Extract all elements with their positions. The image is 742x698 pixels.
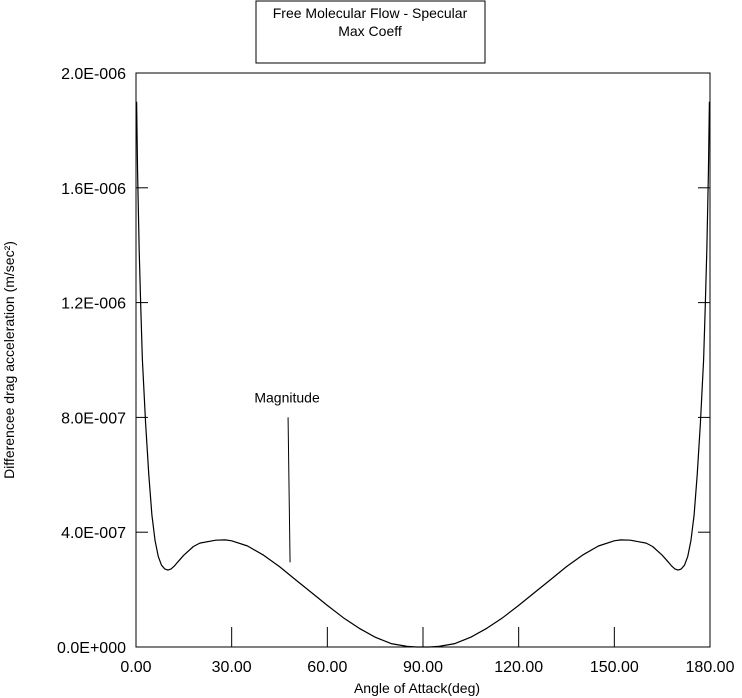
chart-title-box: Free Molecular Flow - Specular Max Coeff [255, 0, 486, 64]
annotation-layer: Magnitude [254, 389, 320, 563]
y-tick-label: 8.0E-007 [61, 410, 126, 427]
annotation-leader [287, 417, 291, 563]
chart-title: Free Molecular Flow - Specular [273, 5, 468, 21]
y-tick-label: 2.0E-006 [61, 66, 126, 83]
x-tick-label: 150.00 [590, 659, 639, 676]
y-tick-label: 0.0E+000 [57, 640, 126, 657]
x-tick-label: 90.00 [403, 659, 443, 676]
plot-area [135, 72, 711, 648]
chart-subtitle: Max Coeff [338, 23, 402, 39]
y-tick-label: 1.2E-006 [61, 296, 126, 313]
x-axis-title: Angle of Attack(deg) [354, 680, 480, 696]
x-tick-label: 0.00 [120, 659, 151, 676]
y-tick-label: 1.6E-006 [61, 181, 126, 198]
x-tick-label: 120.00 [494, 659, 543, 676]
y-axis-title: Differencee drag acceleration (m/sec²) [1, 241, 17, 479]
series-line-0 [136, 101, 710, 648]
series-layer [136, 101, 710, 648]
x-tick-label: 60.00 [307, 659, 347, 676]
annotation-label: Magnitude [254, 389, 320, 405]
x-tick-label: 180.00 [686, 659, 735, 676]
title-frame [255, 0, 486, 64]
axis-ticks: 0.0E+000 4.0E-007 8.0E-007 1.2E-006 1.6E-006… [57, 66, 735, 676]
y-tick-label: 4.0E-007 [61, 525, 126, 542]
x-tick-label: 30.00 [212, 659, 252, 676]
